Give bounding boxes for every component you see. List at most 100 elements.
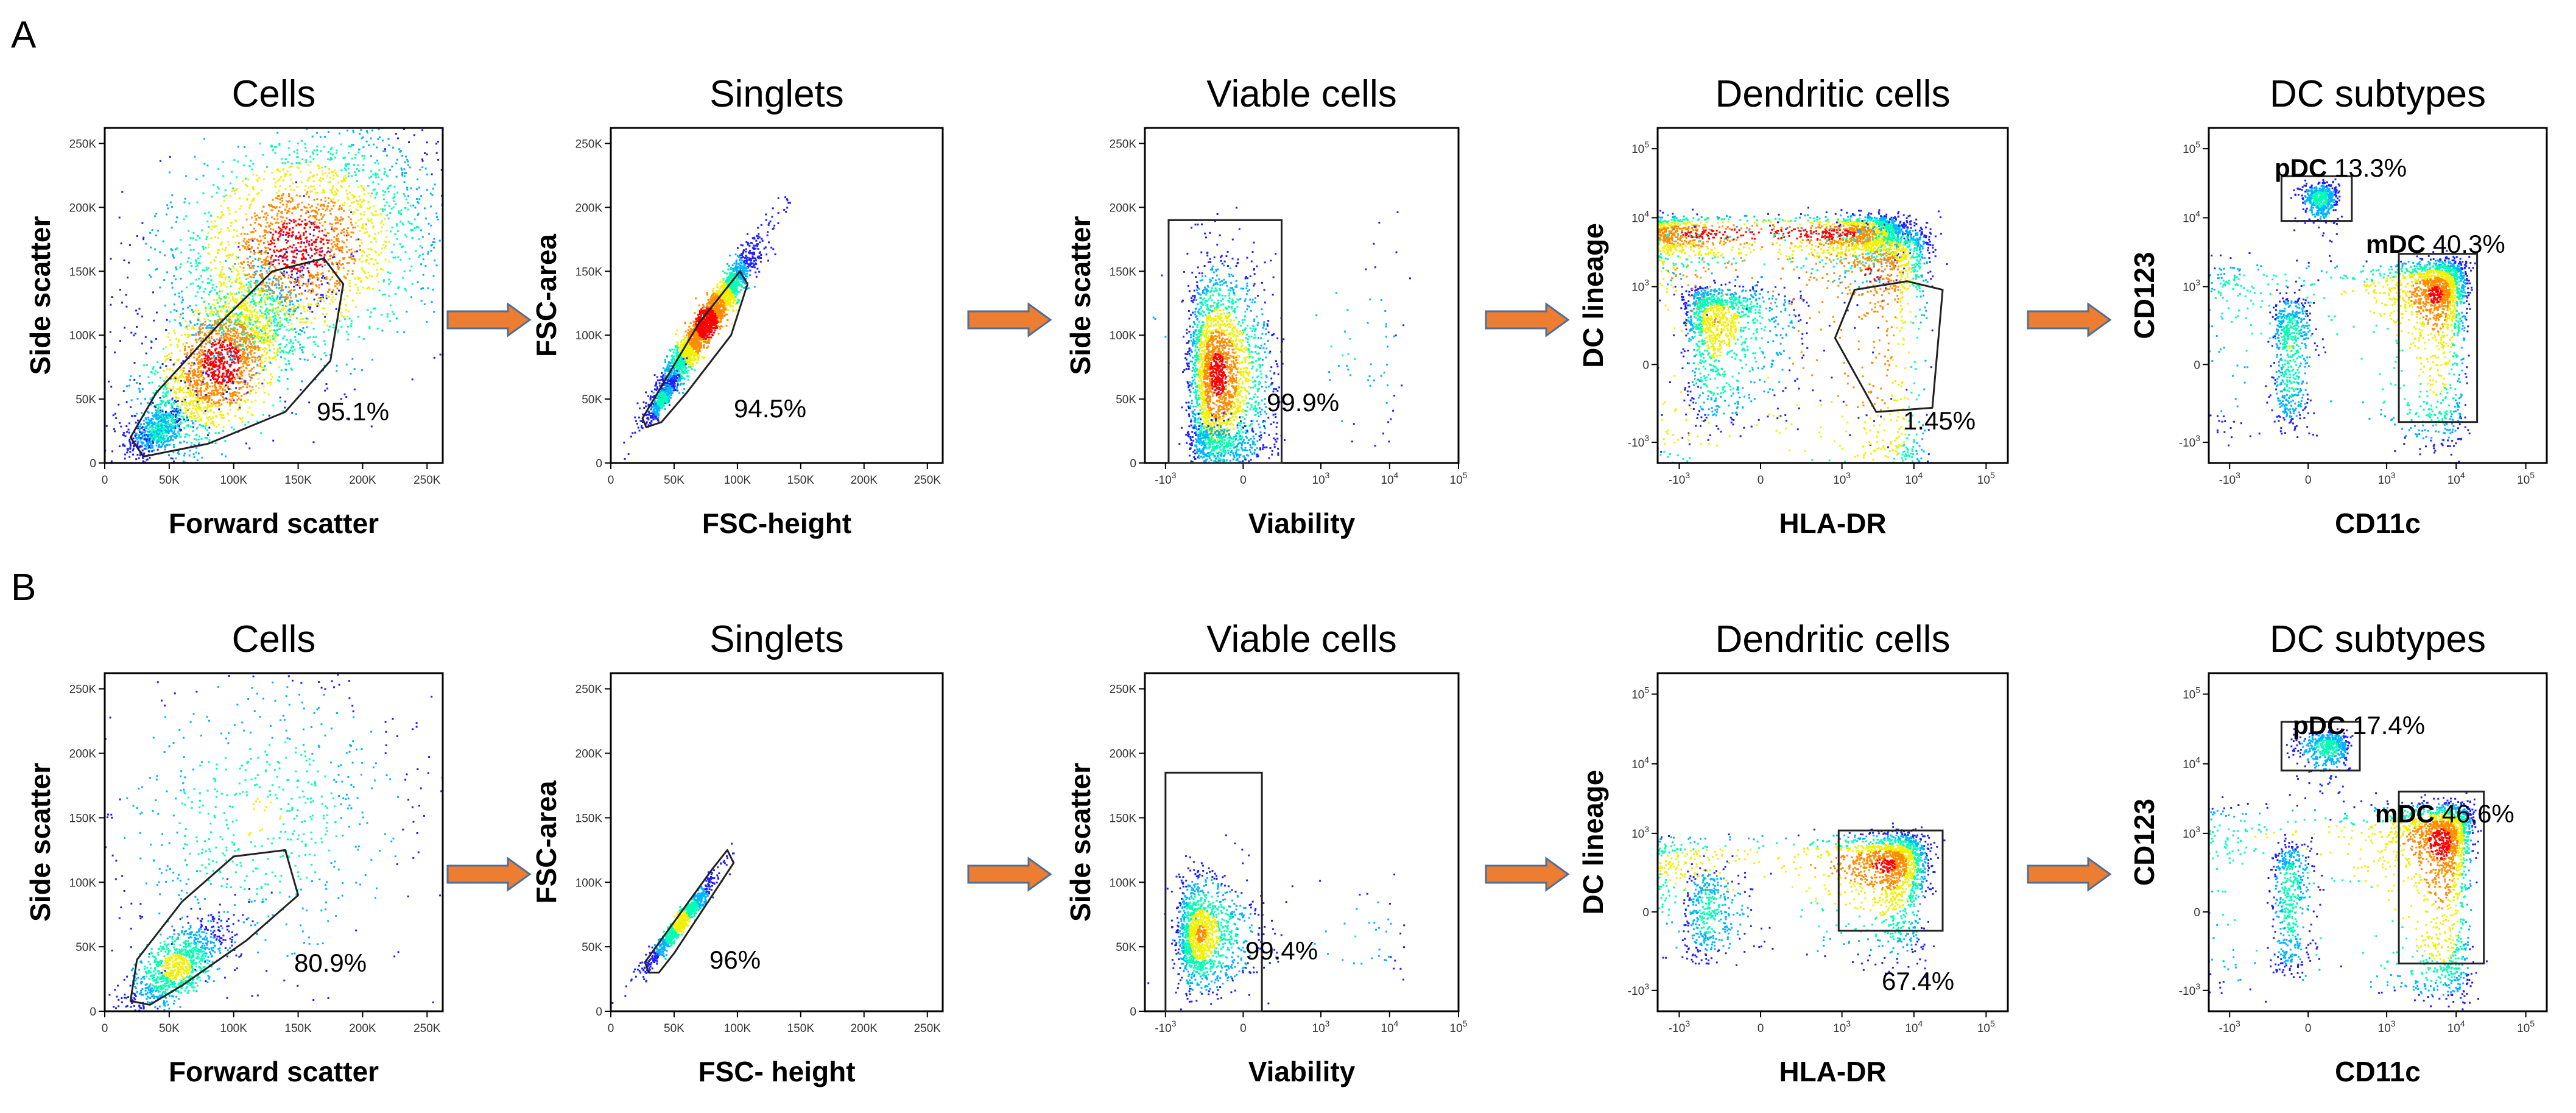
event-dot [236, 341, 238, 343]
event-dot [277, 306, 279, 309]
event-dot [231, 270, 234, 273]
event-dot [217, 401, 219, 404]
event-dot [96, 476, 98, 478]
event-dot [151, 431, 153, 434]
event-dot [264, 231, 266, 233]
event-dot [356, 292, 358, 294]
event-dot [188, 270, 191, 273]
event-dot [313, 276, 315, 278]
event-dot [322, 272, 324, 274]
event-dot [287, 313, 290, 316]
event-dot [263, 392, 266, 394]
event-dot [373, 143, 375, 146]
event-dot [151, 381, 153, 384]
event-dot [392, 197, 395, 199]
event-dot [191, 384, 194, 387]
event-dot [230, 351, 233, 353]
event-dot [152, 423, 154, 425]
event-dot [214, 442, 217, 445]
event-dot [214, 381, 217, 383]
event-dot [192, 386, 194, 388]
event-dot [207, 277, 209, 280]
event-dot [283, 314, 286, 316]
event-dot [301, 330, 303, 332]
event-dot [434, 93, 435, 94]
event-dot [214, 432, 217, 434]
event-dot [214, 378, 217, 380]
event-dot [224, 303, 227, 305]
event-dot [327, 181, 329, 183]
event-dot [223, 380, 226, 381]
event-dot [205, 342, 207, 345]
event-dot [158, 415, 161, 418]
event-dot [318, 185, 321, 187]
event-dot [264, 365, 266, 367]
event-dot [195, 239, 197, 241]
event-dot [202, 396, 204, 398]
event-dot [126, 448, 128, 450]
event-dot [211, 375, 213, 378]
event-dot [253, 374, 255, 376]
event-dot [284, 369, 287, 371]
event-dot [276, 218, 279, 221]
event-dot [163, 428, 166, 430]
event-dot [209, 306, 212, 308]
event-dot [275, 206, 278, 208]
event-dot [211, 343, 213, 345]
event-dot [129, 443, 132, 445]
event-dot [219, 399, 222, 401]
event-dot [336, 288, 339, 289]
event-dot [158, 445, 160, 447]
event-dot [207, 403, 209, 406]
event-dot [258, 243, 261, 246]
event-dot [213, 339, 215, 341]
event-dot [217, 186, 219, 188]
event-dot [222, 380, 224, 382]
event-dot [256, 238, 258, 241]
event-dot [201, 323, 203, 326]
event-dot [359, 133, 361, 135]
event-dot [352, 84, 354, 86]
event-dot [343, 167, 346, 169]
event-dot [219, 353, 221, 356]
event-dot [223, 375, 226, 378]
event-dot [274, 317, 276, 319]
event-dot [314, 188, 316, 191]
event-dot [146, 434, 148, 436]
event-dot [144, 438, 146, 440]
event-dot [183, 427, 186, 429]
event-dot [180, 429, 182, 431]
event-dot [143, 423, 145, 425]
event-dot [343, 298, 345, 300]
event-dot [228, 364, 231, 366]
event-dot [350, 218, 352, 221]
event-dot [193, 369, 195, 370]
event-dot [211, 353, 213, 356]
event-dot [166, 213, 168, 216]
event-dot [286, 305, 288, 307]
event-dot [347, 269, 350, 272]
event-dot [221, 349, 223, 352]
event-dot [238, 323, 241, 325]
event-dot [277, 322, 280, 324]
event-dot [200, 390, 202, 393]
event-dot [159, 429, 161, 431]
event-dot [374, 307, 376, 309]
event-dot [316, 146, 318, 147]
event-dot [174, 332, 176, 334]
event-dot [205, 238, 208, 241]
event-dot [189, 383, 191, 385]
event-dot [257, 345, 259, 347]
event-dot [270, 262, 273, 264]
event-dot [308, 254, 310, 256]
event-dot [170, 436, 172, 439]
event-dot [322, 99, 324, 101]
event-dot [219, 385, 221, 387]
event-dot [287, 232, 289, 235]
event-dot [266, 211, 268, 214]
event-dot [363, 189, 365, 191]
event-dot [244, 295, 246, 297]
event-dot [173, 415, 175, 417]
event-dot [311, 175, 314, 178]
event-dot [211, 345, 213, 348]
